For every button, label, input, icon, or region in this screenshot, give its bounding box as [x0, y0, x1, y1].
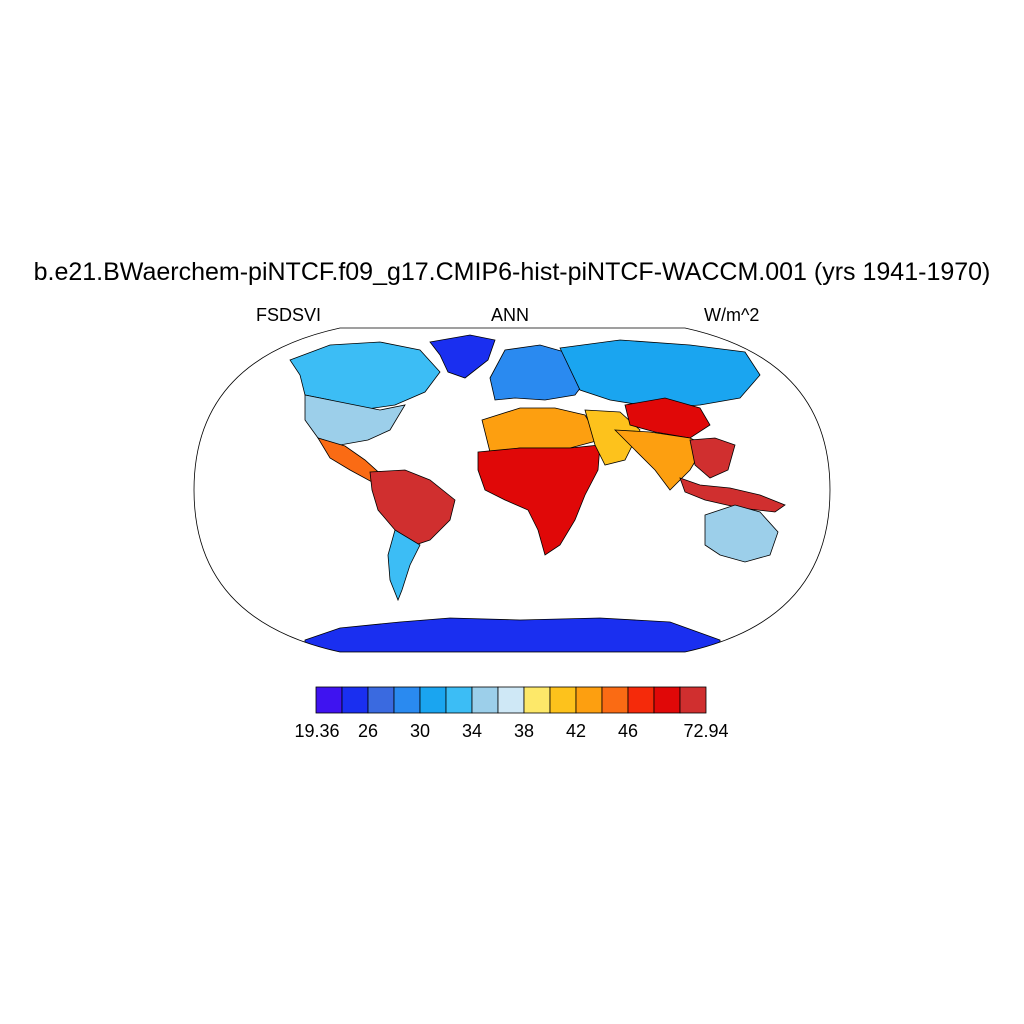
- colorbar-tick-label: 19.36: [294, 721, 339, 741]
- units-label: W/m^2: [704, 305, 760, 325]
- colorbar-swatch: [601, 686, 629, 714]
- region-antarctica: [304, 617, 721, 652]
- colorbar-swatch: [653, 686, 681, 714]
- colorbar-swatch: [679, 686, 707, 714]
- colorbar-tick-label: 30: [410, 721, 430, 741]
- colorbar-swatch: [627, 686, 655, 714]
- region-se-asia: [689, 437, 736, 479]
- region-india: [613, 429, 706, 491]
- colorbar-swatch: [549, 686, 577, 714]
- region-south-america-north: [369, 469, 456, 546]
- colorbar-swatch: [393, 686, 421, 714]
- region-greenland: [429, 334, 496, 379]
- colorbar: [315, 686, 707, 714]
- region-canada: [289, 341, 441, 411]
- region-siberia: [559, 339, 761, 409]
- colorbar-labels: 19.36 26 30 34 38 42 46 72.94: [294, 721, 728, 741]
- colorbar-tick-label: 38: [514, 721, 534, 741]
- colorbar-tick-label: 46: [618, 721, 638, 741]
- colorbar-swatch: [419, 686, 447, 714]
- colorbar-swatch: [575, 686, 603, 714]
- colorbar-swatch: [497, 686, 525, 714]
- chart-title: b.e21.BWaerchem-piNTCF.f09_g17.CMIP6-his…: [33, 258, 991, 286]
- colorbar-swatch: [315, 686, 343, 714]
- region-usa: [304, 394, 406, 446]
- colorbar-swatch: [367, 686, 395, 714]
- colorbar-tick-label: 72.94: [683, 721, 728, 741]
- variable-label: FSDSVI: [256, 305, 322, 325]
- region-middle-east: [584, 409, 641, 466]
- globe-outline: [193, 327, 831, 653]
- colorbar-swatch: [341, 686, 369, 714]
- colorbar-swatch: [523, 686, 551, 714]
- region-indonesia: [679, 477, 786, 513]
- colorbar-tick-label: 42: [566, 721, 586, 741]
- region-australia: [704, 504, 779, 563]
- region-tibet: [624, 397, 711, 439]
- colorbar-tick-label: 26: [358, 721, 378, 741]
- region-africa-north: [481, 407, 601, 453]
- colorbar-tick-label: 34: [462, 721, 482, 741]
- season-label: ANN: [491, 305, 530, 325]
- colorbar-swatch: [471, 686, 499, 714]
- region-africa-central: [477, 444, 601, 556]
- colorbar-swatch: [445, 686, 473, 714]
- region-south-america-south: [387, 529, 421, 602]
